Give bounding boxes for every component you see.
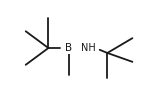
Text: B: B xyxy=(65,43,72,53)
Text: NH: NH xyxy=(81,43,96,53)
